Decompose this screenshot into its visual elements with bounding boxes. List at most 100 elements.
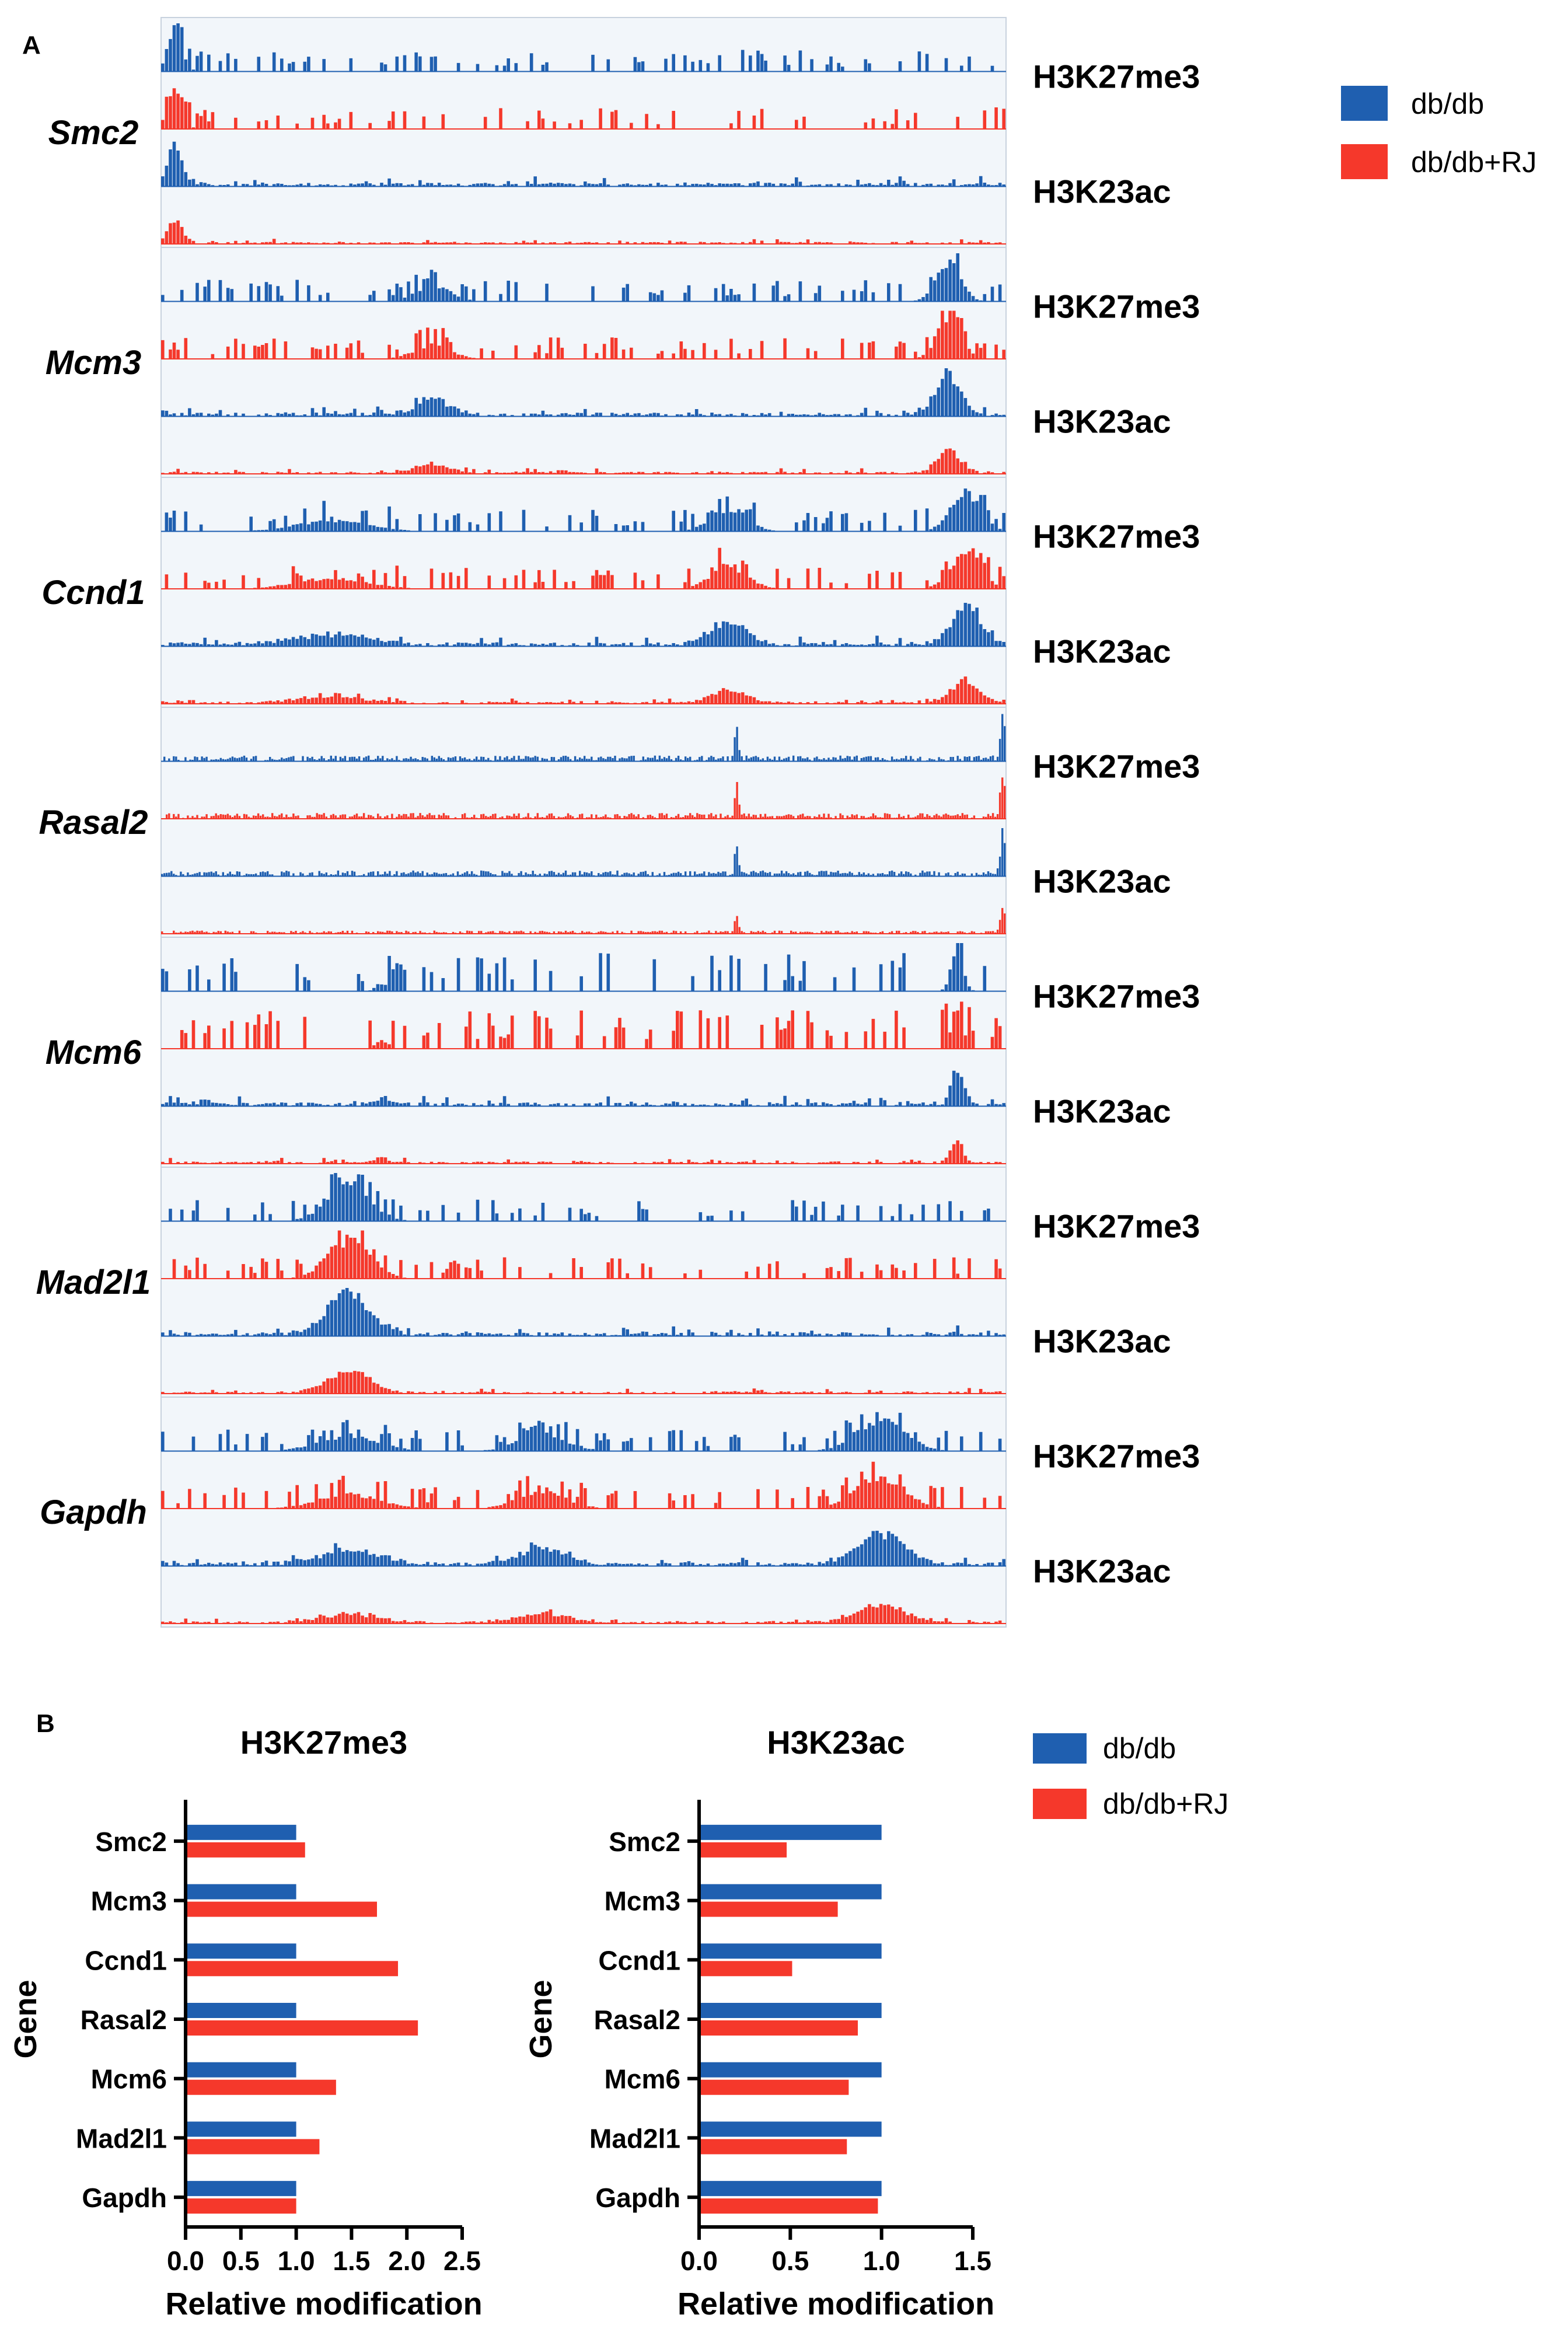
y-tick-label-rasal2: Rasal2 bbox=[81, 2005, 167, 2035]
y-tick-label-smc2: Smc2 bbox=[609, 1827, 680, 1857]
bar-dbdb-mad2l1 bbox=[701, 2121, 882, 2137]
panel-label-b: B bbox=[36, 1709, 55, 1738]
x-axis-label: Relative modification bbox=[678, 2286, 994, 2321]
bar-dbdb-rj-mcm3 bbox=[701, 1901, 838, 1917]
mark-label-h3k23ac: H3K23ac bbox=[1033, 1553, 1171, 1590]
mark-label-h3k23ac: H3K23ac bbox=[1033, 633, 1171, 670]
mark-label-h3k27me3: H3K27me3 bbox=[1033, 1208, 1200, 1245]
y-axis-label: Gene bbox=[8, 1980, 43, 2058]
bar-dbdb-mcm6 bbox=[701, 2062, 882, 2078]
mark-label-h3k23ac: H3K23ac bbox=[1033, 173, 1171, 210]
gene-label-gapdh: Gapdh bbox=[40, 1493, 147, 1531]
mark-label-h3k27me3: H3K27me3 bbox=[1033, 58, 1200, 95]
y-tick-label-gapdh: Gapdh bbox=[595, 2183, 680, 2213]
gene-group-rasal2: Rasal2 H3K27me3 H3K23ac bbox=[39, 707, 1200, 934]
y-tick-label-rasal2: Rasal2 bbox=[594, 2005, 680, 2035]
gene-group-mcm3: Mcm3 H3K27me3 H3K23ac bbox=[46, 247, 1200, 474]
y-tick-label-mcm3: Mcm3 bbox=[605, 1886, 680, 1916]
mark-label-h3k27me3: H3K27me3 bbox=[1033, 1438, 1200, 1475]
bar-dbdb-rj-mcm6 bbox=[187, 2079, 336, 2095]
bar-chart-h3k27me3: H3K27me3 Smc2 Mcm3 Ccnd1 Rasal2 Mcm6 Mad2l1 Gap… bbox=[8, 1724, 483, 2321]
gene-group-ccnd1: Ccnd1 H3K27me3 H3K23ac bbox=[41, 477, 1200, 704]
legend-a-label-dbdb: db/db bbox=[1411, 88, 1484, 120]
gene-group-mcm6: Mcm6 H3K27me3 H3K23ac bbox=[46, 937, 1200, 1164]
mark-label-h3k23ac: H3K23ac bbox=[1033, 1093, 1171, 1130]
bar-dbdb-smc2 bbox=[701, 1824, 882, 1840]
dbdb-signal-track bbox=[161, 23, 994, 72]
mark-label-h3k23ac: H3K23ac bbox=[1033, 863, 1171, 900]
x-tick-label: 2.0 bbox=[388, 2246, 425, 2276]
bar-chart-h3k23ac: H3K23ac Smc2 Mcm3 Ccnd1 Rasal2 Mcm6 Mad2l1 Gapd… bbox=[523, 1724, 994, 2321]
bar-dbdb-rj-gapdh bbox=[701, 2198, 878, 2214]
mark-label-h3k27me3: H3K27me3 bbox=[1033, 748, 1200, 785]
legend-a-label-dbdb-rj: db/db+RJ bbox=[1411, 146, 1536, 179]
dbdb-rj-signal-track bbox=[161, 1604, 1002, 1624]
bar-dbdb-rj-mad2l1 bbox=[701, 2139, 847, 2155]
legend-b-swatch-dbdb-rj bbox=[1033, 1789, 1087, 1819]
y-tick-label-mcm6: Mcm6 bbox=[605, 2064, 680, 2094]
legend-panel-a: db/db db/db+RJ bbox=[1341, 86, 1536, 179]
gene-label-ccnd1: Ccnd1 bbox=[41, 574, 145, 612]
bar-dbdb-mad2l1 bbox=[187, 2121, 296, 2137]
gene-label-smc2: Smc2 bbox=[48, 114, 139, 152]
bar-dbdb-rasal2 bbox=[187, 2003, 296, 2018]
x-tick-label: 0.5 bbox=[771, 2246, 809, 2276]
bar-dbdb-ccnd1 bbox=[701, 1943, 882, 1959]
dbdb-signal-track bbox=[169, 1173, 990, 1221]
bar-dbdb-mcm3 bbox=[701, 1884, 882, 1900]
gene-label-rasal2: Rasal2 bbox=[39, 804, 148, 842]
gene-label-mad2l1: Mad2l1 bbox=[36, 1263, 151, 1301]
y-tick-label-mcm3: Mcm3 bbox=[91, 1886, 167, 1916]
y-tick-label-mad2l1: Mad2l1 bbox=[76, 2123, 167, 2153]
gene-group-mad2l1: Mad2l1 H3K27me3 H3K23ac bbox=[36, 1167, 1200, 1394]
y-tick-label-gapdh: Gapdh bbox=[82, 2183, 167, 2213]
bar-dbdb-rj-mcm3 bbox=[187, 1901, 378, 1917]
bar-dbdb-rj-rasal2 bbox=[187, 2020, 418, 2036]
dbdb-rj-signal-track bbox=[172, 1230, 1002, 1279]
dbdb-rj-signal-track bbox=[161, 1461, 1002, 1509]
dbdb-rj-signal-track bbox=[161, 1371, 1002, 1394]
x-tick-label: 0.5 bbox=[222, 2246, 260, 2276]
bar-dbdb-mcm6 bbox=[187, 2062, 296, 2078]
legend-b-swatch-dbdb bbox=[1033, 1733, 1087, 1764]
dbdb-rj-signal-track bbox=[166, 777, 1006, 819]
dbdb-signal-track bbox=[161, 1412, 1002, 1451]
legend-a-swatch-dbdb bbox=[1341, 86, 1388, 121]
legend-b-label-dbdb-rj: db/db+RJ bbox=[1103, 1788, 1228, 1820]
y-tick-label-mcm6: Mcm6 bbox=[91, 2064, 167, 2094]
mark-label-h3k27me3: H3K27me3 bbox=[1033, 518, 1200, 555]
bar-dbdb-rj-rasal2 bbox=[701, 2020, 858, 2036]
bar-dbdb-ccnd1 bbox=[187, 1943, 296, 1959]
bar-dbdb-rasal2 bbox=[701, 2003, 882, 2018]
mark-label-h3k27me3: H3K27me3 bbox=[1033, 288, 1200, 325]
gene-label-mcm3: Mcm3 bbox=[46, 344, 141, 382]
tracks-background bbox=[160, 17, 1007, 1628]
legend-b-label-dbdb: db/db bbox=[1103, 1732, 1176, 1765]
dbdb-signal-track bbox=[161, 943, 987, 992]
bar-dbdb-mcm3 bbox=[187, 1884, 296, 1900]
dbdb-rj-signal-track bbox=[165, 547, 1006, 589]
y-tick-label-ccnd1: Ccnd1 bbox=[598, 1945, 680, 1975]
bar-dbdb-rj-mad2l1 bbox=[187, 2139, 320, 2155]
gene-label-mcm6: Mcm6 bbox=[46, 1034, 142, 1071]
mark-label-h3k23ac: H3K23ac bbox=[1033, 403, 1171, 440]
panel-label-a: A bbox=[22, 31, 41, 60]
legend-a-swatch-dbdb-rj bbox=[1341, 144, 1388, 179]
bar-dbdb-gapdh bbox=[187, 2181, 296, 2197]
bar-dbdb-rj-ccnd1 bbox=[187, 1961, 399, 1977]
legend-panel-b: db/db db/db+RJ bbox=[1033, 1732, 1228, 1820]
x-tick-label: 0.0 bbox=[680, 2246, 718, 2276]
mark-label-h3k27me3: H3K27me3 bbox=[1033, 978, 1200, 1015]
chart-title: H3K27me3 bbox=[240, 1724, 407, 1761]
bar-dbdb-rj-ccnd1 bbox=[701, 1961, 792, 1977]
gene-group-gapdh: Gapdh H3K27me3 H3K23ac bbox=[40, 1397, 1200, 1624]
y-axis-label: Gene bbox=[523, 1980, 558, 2058]
mark-label-h3k23ac: H3K23ac bbox=[1033, 1323, 1171, 1360]
genome-browser-panel: Smc2H3K27me3H3K23acMcm3H3K27me3H3K23acCc… bbox=[36, 17, 1200, 1628]
bar-dbdb-rj-smc2 bbox=[701, 1842, 787, 1858]
x-tick-label: 2.5 bbox=[443, 2246, 481, 2276]
x-tick-label: 1.0 bbox=[863, 2246, 900, 2276]
x-tick-label: 0.0 bbox=[167, 2246, 204, 2276]
x-tick-label: 1.5 bbox=[333, 2246, 370, 2276]
